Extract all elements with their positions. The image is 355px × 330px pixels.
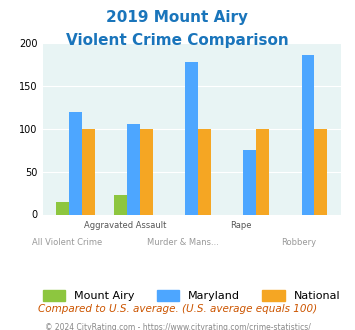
Bar	[69, 112, 82, 214]
Text: All Violent Crime: All Violent Crime	[32, 238, 102, 247]
Bar	[56, 202, 69, 214]
Text: Aggravated Assault: Aggravated Assault	[84, 221, 166, 230]
Bar	[315, 129, 327, 214]
Text: 2019 Mount Airy: 2019 Mount Airy	[106, 10, 248, 25]
Bar	[140, 129, 153, 214]
Bar	[302, 55, 315, 214]
Bar	[114, 195, 127, 214]
Text: Murder & Mans...: Murder & Mans...	[147, 238, 219, 247]
Text: Robbery: Robbery	[281, 238, 316, 247]
Text: © 2024 CityRating.com - https://www.cityrating.com/crime-statistics/: © 2024 CityRating.com - https://www.city…	[45, 323, 310, 330]
Bar	[127, 124, 140, 214]
Bar	[256, 129, 269, 214]
Text: Rape: Rape	[230, 221, 251, 230]
Bar	[198, 129, 211, 214]
Text: Compared to U.S. average. (U.S. average equals 100): Compared to U.S. average. (U.S. average …	[38, 304, 317, 314]
Legend: Mount Airy, Maryland, National: Mount Airy, Maryland, National	[39, 285, 345, 306]
Bar	[185, 62, 198, 215]
Text: Violent Crime Comparison: Violent Crime Comparison	[66, 33, 289, 48]
Bar	[82, 129, 94, 214]
Bar	[244, 150, 256, 214]
